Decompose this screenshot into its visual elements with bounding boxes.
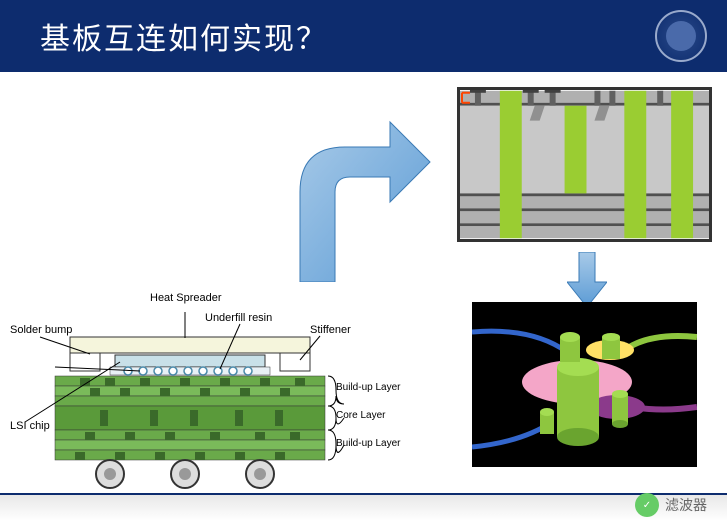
page-title: 基板互连如何实现？ <box>40 14 328 58</box>
footer-bar: ✓ 滤波器 <box>0 493 727 521</box>
package-cross-section: Heat Spreader Solder bump Underfill resi… <box>10 292 390 507</box>
lbl-lsi-chip: LSI chip <box>10 420 50 432</box>
title-bar: 基板互连如何实现？ <box>0 0 727 72</box>
lbl-solder-bump: Solder bump <box>10 324 72 336</box>
brand-badge: ✓ 滤波器 <box>635 493 707 517</box>
lbl-core: Core Layer <box>336 410 385 421</box>
brand-text: 滤波器 <box>665 495 707 515</box>
arrow-down <box>567 252 607 307</box>
university-logo <box>655 10 707 62</box>
lbl-buildup-top: Build-up Layer <box>336 382 400 393</box>
lbl-underfill: Underfill resin <box>205 312 272 324</box>
via-3d-view <box>472 302 697 467</box>
lbl-stiffener: Stiffener <box>310 324 351 336</box>
brand-icon: ✓ <box>635 493 659 517</box>
substrate-cross-section <box>457 87 712 242</box>
lbl-heat-spreader: Heat Spreader <box>150 292 222 304</box>
arrow-curve <box>270 102 435 282</box>
content-area: Heat Spreader Solder bump Underfill resi… <box>0 72 727 492</box>
lbl-buildup-bot: Build-up Layer <box>336 438 400 449</box>
